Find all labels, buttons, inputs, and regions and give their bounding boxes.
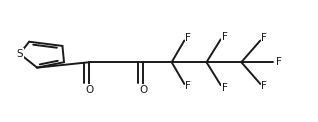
Text: F: F (185, 33, 191, 43)
Text: O: O (139, 85, 147, 95)
Text: F: F (276, 57, 282, 67)
Text: F: F (222, 83, 227, 92)
Text: F: F (222, 32, 227, 42)
Text: F: F (261, 81, 267, 91)
Text: F: F (261, 33, 267, 43)
Text: O: O (85, 85, 93, 95)
Text: S: S (17, 49, 23, 59)
Text: F: F (185, 81, 191, 91)
